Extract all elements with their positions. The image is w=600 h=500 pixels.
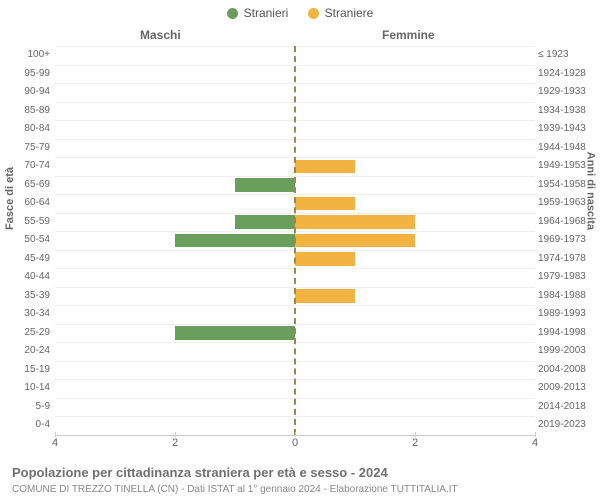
x-tick: 0: [292, 437, 298, 449]
chart-subtitle: COMUNE DI TREZZO TINELLA (CN) - Dati IST…: [12, 484, 458, 495]
age-label: 75-79: [5, 139, 50, 158]
legend-swatch-female: [308, 8, 319, 19]
birth-year-label: 1934-1938: [538, 102, 593, 121]
center-divider: [294, 46, 296, 435]
column-header-left: Maschi: [140, 28, 181, 42]
age-label: 100+: [5, 46, 50, 65]
age-label: 45-49: [5, 250, 50, 269]
age-label: 95-99: [5, 65, 50, 84]
age-label: 55-59: [5, 213, 50, 232]
birth-year-label: 1994-1998: [538, 324, 593, 343]
chart-title: Popolazione per cittadinanza straniera p…: [12, 465, 388, 480]
birth-year-label: 1924-1928: [538, 65, 593, 84]
birth-year-label: 1939-1943: [538, 120, 593, 139]
birth-year-label: 1989-1993: [538, 305, 593, 324]
age-label: 30-34: [5, 305, 50, 324]
bar-female: [295, 234, 415, 248]
x-tick: 4: [52, 437, 58, 449]
birth-year-label: 2009-2013: [538, 379, 593, 398]
birth-year-label: 2004-2008: [538, 361, 593, 380]
birth-year-label: 1944-1948: [538, 139, 593, 158]
birth-year-label: 1974-1978: [538, 250, 593, 269]
birth-year-label: 1984-1988: [538, 287, 593, 306]
age-label: 35-39: [5, 287, 50, 306]
chart-area: 100+≤ 192395-991924-192890-941929-193385…: [55, 46, 535, 436]
birth-year-label: 1929-1933: [538, 83, 593, 102]
bar-female: [295, 252, 355, 266]
birth-year-label: ≤ 1923: [538, 46, 593, 65]
age-label: 65-69: [5, 176, 50, 195]
bar-male: [235, 178, 295, 192]
age-label: 0-4: [5, 416, 50, 435]
bar-female: [295, 215, 415, 229]
figure-root: Stranieri Straniere Maschi Femmine Fasce…: [0, 0, 600, 500]
birth-year-label: 2019-2023: [538, 416, 593, 435]
age-label: 40-44: [5, 268, 50, 287]
birth-year-label: 1964-1968: [538, 213, 593, 232]
x-tick: 4: [532, 437, 538, 449]
age-label: 80-84: [5, 120, 50, 139]
birth-year-label: 1959-1963: [538, 194, 593, 213]
age-label: 50-54: [5, 231, 50, 250]
bar-female: [295, 160, 355, 174]
legend-item-female: Straniere: [308, 6, 374, 20]
age-label: 60-64: [5, 194, 50, 213]
legend-item-male: Stranieri: [227, 6, 289, 20]
bar-male: [235, 215, 295, 229]
birth-year-label: 1979-1983: [538, 268, 593, 287]
age-label: 5-9: [5, 398, 50, 417]
legend-swatch-male: [227, 8, 238, 19]
legend: Stranieri Straniere: [0, 6, 600, 22]
birth-year-label: 1969-1973: [538, 231, 593, 250]
birth-year-label: 1949-1953: [538, 157, 593, 176]
legend-label-female: Straniere: [325, 6, 374, 20]
bar-male: [175, 326, 295, 340]
x-tick: 2: [412, 437, 418, 449]
age-label: 10-14: [5, 379, 50, 398]
bar-female: [295, 197, 355, 211]
bar-male: [175, 234, 295, 248]
age-label: 15-19: [5, 361, 50, 380]
birth-year-label: 1954-1958: [538, 176, 593, 195]
age-label: 85-89: [5, 102, 50, 121]
age-label: 90-94: [5, 83, 50, 102]
age-label: 20-24: [5, 342, 50, 361]
age-label: 25-29: [5, 324, 50, 343]
birth-year-label: 1999-2003: [538, 342, 593, 361]
column-header-right: Femmine: [382, 28, 435, 42]
legend-label-male: Stranieri: [244, 6, 289, 20]
x-tick: 2: [172, 437, 178, 449]
age-label: 70-74: [5, 157, 50, 176]
birth-year-label: 2014-2018: [538, 398, 593, 417]
bar-female: [295, 289, 355, 303]
